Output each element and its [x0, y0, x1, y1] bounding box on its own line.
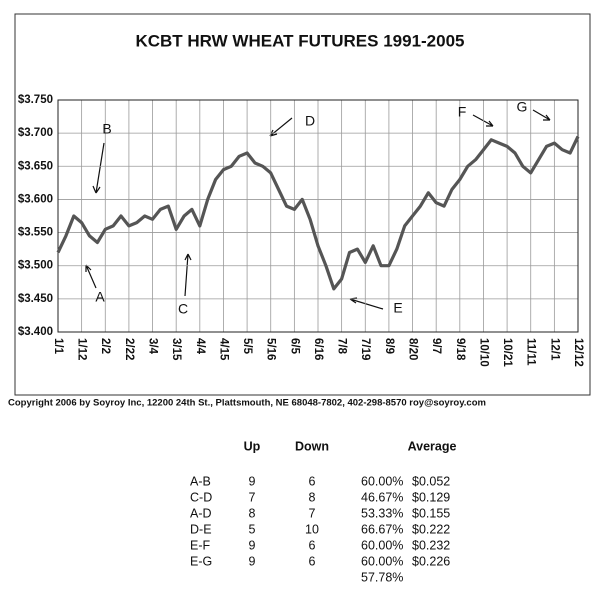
x-tick-label: 8/9	[383, 338, 395, 354]
x-tick-label: 1/12	[76, 338, 88, 360]
x-tick-label: 10/21	[501, 338, 513, 367]
annotation: B	[102, 121, 111, 137]
x-tick-label: 2/2	[99, 338, 111, 354]
y-tick-label: $3.450	[18, 293, 53, 305]
x-tick-label: 8/20	[407, 338, 419, 360]
table-cell: A-D	[190, 506, 212, 520]
table-cell: 7	[309, 506, 316, 520]
annotation: A	[95, 289, 105, 305]
y-tick-label: $3.600	[18, 193, 53, 205]
table-cell: D-E	[190, 522, 212, 536]
table-cell: 6	[309, 554, 316, 568]
table-cell: C-D	[190, 490, 212, 504]
table-header: Average	[408, 439, 457, 453]
table-header: Down	[295, 439, 329, 453]
y-tick-label: $3.650	[18, 160, 53, 172]
table-cell: $0.232	[412, 538, 450, 552]
x-tick-label: 5/5	[241, 338, 253, 355]
table-cell: $0.222	[412, 522, 450, 536]
x-tick-label: 12/1	[548, 338, 560, 361]
x-tick-label: 12/12	[572, 338, 584, 367]
y-tick-label: $3.500	[18, 260, 53, 272]
annotation: G	[517, 99, 528, 115]
table-cell: E-F	[190, 538, 211, 552]
x-tick-label: 6/16	[312, 338, 324, 360]
annotation: D	[305, 113, 315, 129]
y-tick-label: $3.550	[18, 227, 53, 239]
x-tick-label: 7/19	[359, 338, 371, 360]
x-tick-label: 1/1	[52, 338, 64, 355]
table-cell: 6	[309, 474, 316, 488]
x-tick-label: 4/4	[194, 338, 206, 355]
table-cell: 9	[249, 474, 256, 488]
chart-title: KCBT HRW WHEAT FUTURES 1991-2005	[135, 31, 464, 50]
annotation: C	[178, 301, 188, 317]
table-cell: $0.226	[412, 554, 450, 568]
annotation: F	[458, 104, 467, 120]
y-tick-label: $3.400	[18, 326, 53, 338]
table-cell: E-G	[190, 554, 212, 568]
x-tick-label: 5/16	[265, 338, 277, 360]
copyright: Copyright 2006 by Soyroy Inc, 12200 24th…	[8, 398, 486, 409]
table-cell: 46.67%	[361, 490, 403, 504]
annotation: E	[393, 300, 402, 316]
y-tick-label: $3.700	[18, 127, 53, 139]
x-tick-label: 4/15	[217, 338, 229, 361]
table-cell: $0.155	[412, 506, 450, 520]
table-cell: 5	[249, 522, 256, 536]
table-cell: 9	[249, 538, 256, 552]
x-tick-label: 6/5	[288, 338, 300, 355]
table-cell: 60.00%	[361, 554, 403, 568]
table-cell: $0.129	[412, 490, 450, 504]
table-cell: 8	[309, 490, 316, 504]
x-tick-label: 11/11	[525, 338, 537, 366]
table-cell: $0.052	[412, 474, 450, 488]
x-tick-label: 3/4	[147, 338, 159, 355]
x-tick-label: 3/15	[170, 338, 182, 361]
table-cell: 60.00%	[361, 474, 403, 488]
x-tick-label: 10/10	[477, 338, 489, 367]
plot-border	[57, 99, 579, 333]
table-cell: A-B	[190, 474, 211, 488]
table-cell: 53.33%	[361, 506, 403, 520]
table-cell: 8	[249, 506, 256, 520]
y-tick-label: $3.750	[18, 94, 53, 106]
table-cell: 57.78%	[361, 570, 403, 584]
chart-frame	[14, 13, 591, 396]
x-tick-label: 9/7	[430, 338, 442, 354]
table-cell: 60.00%	[361, 538, 403, 552]
x-tick-label: 9/18	[454, 338, 466, 361]
table-header: Up	[244, 439, 261, 453]
table-cell: 9	[249, 554, 256, 568]
x-tick-label: 2/22	[123, 338, 135, 360]
table-cell: 7	[249, 490, 256, 504]
price-line	[56, 135, 580, 291]
table-cell: 66.67%	[361, 522, 403, 536]
table-cell: 6	[309, 538, 316, 552]
x-tick-label: 7/8	[336, 338, 348, 355]
table-cell: 10	[305, 522, 319, 536]
